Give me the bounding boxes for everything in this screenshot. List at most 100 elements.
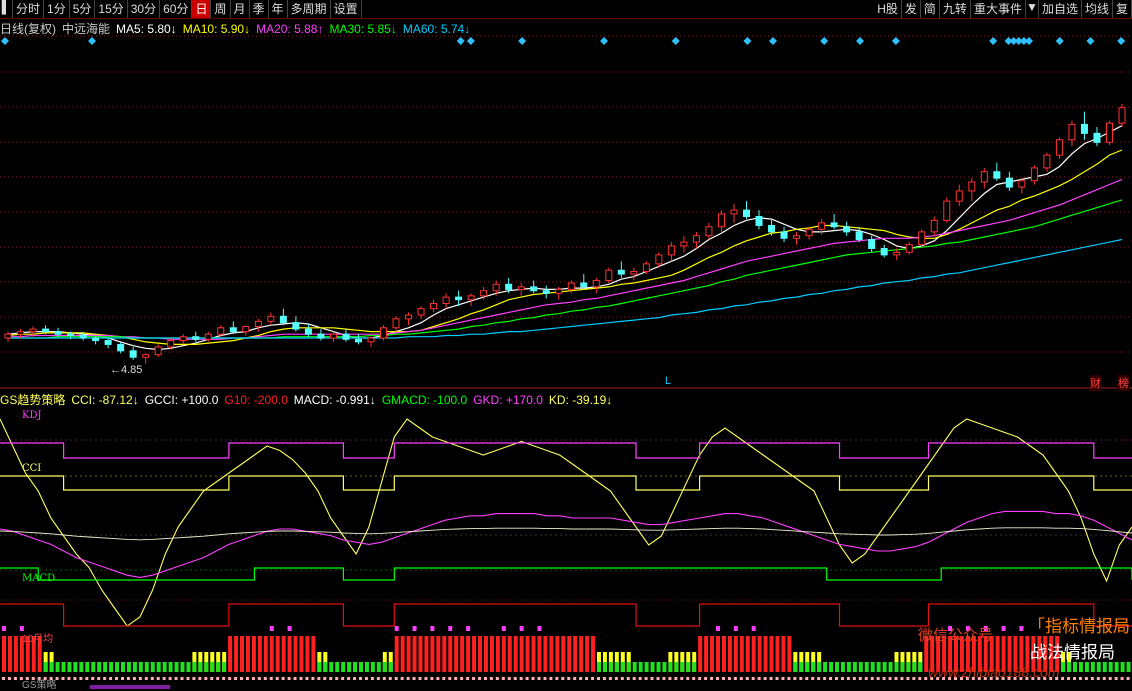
hist-dot-4 xyxy=(25,677,29,680)
hist-dot-108 xyxy=(644,677,648,680)
hist-dot-2 xyxy=(13,677,17,680)
hist-dot-176 xyxy=(1049,677,1053,680)
period-button-5[interactable]: 60分 xyxy=(160,0,193,18)
legend-item-1: MA10: 5.90↓ xyxy=(182,22,251,36)
ind-legend-item-1: GCCI: +100.0 xyxy=(144,393,219,407)
tool-button-0[interactable]: H股 xyxy=(874,0,902,18)
toolbar-menu-icon[interactable]: ▌ xyxy=(0,0,13,18)
hist-bar-188 xyxy=(1120,662,1125,672)
period-button-8[interactable]: 月 xyxy=(231,0,250,18)
candle-body-86 xyxy=(1080,123,1088,134)
period-button-11[interactable]: 多周期 xyxy=(288,0,331,18)
hist-dot-127 xyxy=(757,677,761,680)
tool-button-1[interactable]: 发 xyxy=(902,0,921,18)
period-button-3[interactable]: 15分 xyxy=(95,0,128,18)
hist-bar-147 xyxy=(876,662,881,672)
period-button-12[interactable]: 设置 xyxy=(331,0,362,18)
hist-bar-low-179 xyxy=(1067,662,1072,672)
signal-diamond-13 xyxy=(1004,37,1013,45)
hist-top-78 xyxy=(466,626,471,631)
hist-bar-46 xyxy=(275,636,280,672)
hist-dot-88 xyxy=(525,677,529,680)
hist-dot-61 xyxy=(364,677,368,680)
period-button-2[interactable]: 5分 xyxy=(70,0,96,18)
candle-body-57 xyxy=(717,213,725,228)
hist-bar-89 xyxy=(531,636,536,672)
hist-bar-14 xyxy=(85,662,90,672)
period-button-7[interactable]: 周 xyxy=(211,0,231,18)
hist-dot-72 xyxy=(430,677,434,680)
hist-bar-162 xyxy=(965,636,970,672)
hist-dot-175 xyxy=(1043,677,1047,680)
l-mark[interactable]: L xyxy=(665,375,672,387)
hist-bar-82 xyxy=(489,636,494,672)
hist-dot-81 xyxy=(483,677,487,680)
period-button-1[interactable]: 1分 xyxy=(44,0,70,18)
hist-top-90 xyxy=(537,626,542,631)
candle-body-40 xyxy=(505,283,513,290)
finance-mark[interactable]: 财 xyxy=(1090,375,1101,391)
signal-diamond-4 xyxy=(518,37,527,45)
tool-button-3[interactable]: 九转 xyxy=(940,0,971,18)
tool-button-6[interactable]: 均线 xyxy=(1082,0,1113,18)
candle-body-38 xyxy=(480,290,488,297)
hist-dot-105 xyxy=(626,677,630,680)
tool-button-5[interactable]: 加自选 xyxy=(1039,0,1082,18)
period-button-6[interactable]: 日 xyxy=(192,0,212,18)
period-button-4[interactable]: 30分 xyxy=(128,0,161,18)
hist-bar-11 xyxy=(67,662,72,672)
ma-legend: 日线(复权) 中远海能 MA5: 5.80↓ MA10: 5.90↓ MA20: 5.8… xyxy=(0,20,476,36)
hist-dot-151 xyxy=(900,677,904,680)
hist-bar-95 xyxy=(567,636,572,672)
hist-bar-59 xyxy=(353,662,358,672)
hist-bar-97 xyxy=(579,636,584,672)
period-button-9[interactable]: 季 xyxy=(250,0,269,18)
hist-bar-31 xyxy=(186,662,191,672)
hist-dot-68 xyxy=(406,677,410,680)
hist-bar-low-103 xyxy=(614,662,619,672)
hist-dot-74 xyxy=(442,677,446,680)
hist-bar-19 xyxy=(115,662,120,672)
hist-top-75 xyxy=(448,626,453,631)
indicator-legend: GS趋势策略 CCI: -87.12↓ GCCI: +100.0 G10: -200.… xyxy=(0,391,618,407)
hist-dot-22 xyxy=(132,677,136,680)
hist-dot-109 xyxy=(650,677,654,680)
hist-dot-5 xyxy=(31,677,35,680)
hist-bar-170 xyxy=(1013,636,1018,672)
hist-bar-166 xyxy=(989,636,994,672)
hist-bar-176 xyxy=(1049,636,1054,672)
hist-bar-63 xyxy=(376,662,381,672)
candle-body-37 xyxy=(467,295,475,301)
signal-diamond-18 xyxy=(1055,37,1064,45)
hist-bar-138 xyxy=(823,662,828,672)
hist-bar-140 xyxy=(835,662,839,672)
tool-button-4[interactable]: 重大事件 xyxy=(971,0,1026,18)
hist-dot-86 xyxy=(513,677,517,680)
hist-bar-4 xyxy=(25,636,30,672)
hist-dot-136 xyxy=(811,677,815,680)
tool-button-2[interactable]: 简 xyxy=(921,0,940,18)
tool-button-7[interactable]: 复 xyxy=(1113,0,1132,18)
candle-body-24 xyxy=(304,328,312,335)
hist-bar-17 xyxy=(103,662,108,672)
candle-body-19 xyxy=(242,326,250,333)
hist-dot-145 xyxy=(864,677,868,680)
hist-bar-low-178 xyxy=(1061,662,1066,672)
hist-bar-187 xyxy=(1114,662,1119,672)
hist-dot-75 xyxy=(448,677,452,680)
hist-dot-19 xyxy=(115,677,119,680)
rank-mark[interactable]: 榜 xyxy=(1118,375,1129,391)
ma-line-ma10 xyxy=(7,149,1123,345)
hist-dot-128 xyxy=(763,677,767,680)
dropdown-icon[interactable]: ▼ xyxy=(1026,0,1039,18)
hist-bar-38 xyxy=(228,636,233,672)
period-button-0[interactable]: 分时 xyxy=(13,0,45,18)
hist-dot-189 xyxy=(1126,677,1130,680)
period-button-10[interactable]: 年 xyxy=(269,0,288,18)
hist-bar-low-150 xyxy=(894,662,899,672)
candle-body-66 xyxy=(830,222,838,228)
hist-dot-138 xyxy=(823,677,827,680)
candle-body-25 xyxy=(317,333,325,339)
hist-bar-165 xyxy=(983,636,988,672)
hist-dot-141 xyxy=(840,677,844,680)
